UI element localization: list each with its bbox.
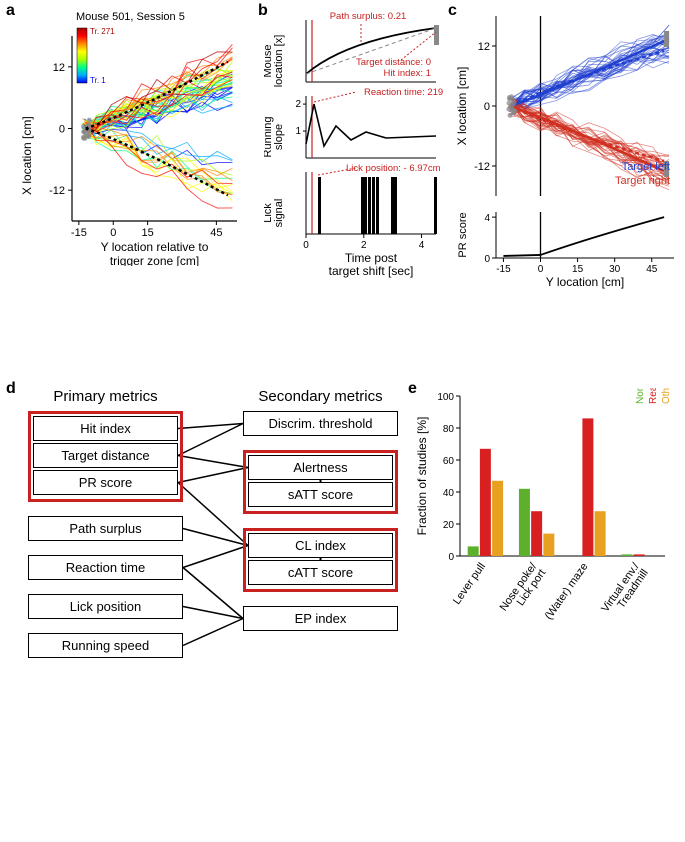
secondary-metric: Discrim. threshold <box>243 411 398 436</box>
svg-text:0: 0 <box>59 124 65 136</box>
svg-text:0: 0 <box>448 552 454 563</box>
svg-text:Mouse 501, Session 5: Mouse 501, Session 5 <box>76 11 185 23</box>
svg-text:Y location [cm]: Y location [cm] <box>546 275 624 289</box>
secondary-metric: Alertness <box>248 455 393 480</box>
svg-text:30: 30 <box>609 264 621 275</box>
svg-text:15: 15 <box>572 264 584 275</box>
svg-text:Reaction time: 219 ms: Reaction time: 219 ms <box>364 87 444 98</box>
svg-text:Runningslope: Runningslope <box>264 117 285 158</box>
panel-c-plot: -12 0 12 Target left Target right X location … <box>452 6 682 306</box>
svg-text:1: 1 <box>295 126 301 137</box>
panel-a-ylabel: X location [cm] <box>20 116 34 195</box>
svg-text:-15: -15 <box>496 264 511 275</box>
svg-text:Hit index: 1: Hit index: 1 <box>383 68 431 79</box>
svg-text:Tr. 1: Tr. 1 <box>90 76 106 85</box>
svg-text:Path surplus: 0.21: Path surplus: 0.21 <box>330 11 407 22</box>
svg-text:0: 0 <box>484 101 490 113</box>
svg-text:Lever pull: Lever pull <box>451 561 488 607</box>
secondary-header: Secondary metrics <box>243 388 398 405</box>
secondary-metric: EP index <box>243 606 398 631</box>
panel-b-plot: 1 2 0 2 4 Mouselocation [x] Runningslope Licksi… <box>264 6 444 286</box>
svg-text:4: 4 <box>484 213 490 224</box>
svg-text:12: 12 <box>478 41 490 53</box>
svg-text:80: 80 <box>443 424 455 435</box>
panel-a-label: a <box>6 2 15 20</box>
secondary-metric: CL index <box>248 533 393 558</box>
svg-text:Other timing metrics: Other timing metrics <box>661 388 672 404</box>
svg-text:Mouselocation [x]: Mouselocation [x] <box>264 35 285 88</box>
svg-text:Licksignal: Licksignal <box>264 199 285 228</box>
primary-header: Primary metrics <box>28 388 183 405</box>
svg-text:PR score: PR score <box>457 212 469 257</box>
svg-text:2: 2 <box>361 240 367 251</box>
svg-text:Fraction of studies [%]: Fraction of studies [%] <box>415 417 429 536</box>
primary-metric: Reaction time <box>28 555 183 580</box>
svg-text:Time posttarget shift [sec]: Time posttarget shift [sec] <box>329 251 414 278</box>
svg-text:0: 0 <box>110 227 116 239</box>
secondary-metric: sATT score <box>248 482 393 507</box>
svg-text:Target left: Target left <box>622 161 670 173</box>
svg-text:Lick position: - 6.97cm: Lick position: - 6.97cm <box>346 163 441 174</box>
panel-a-plot: -15 0 15 45 -12 0 12 Mouse 501, Session 5 Tr. 27… <box>20 6 245 266</box>
svg-text:45: 45 <box>646 264 658 275</box>
svg-text:Non-binary accuracy: Non-binary accuracy <box>635 388 646 404</box>
svg-text:0: 0 <box>484 254 490 265</box>
svg-text:15: 15 <box>142 227 154 239</box>
svg-text:-12: -12 <box>474 161 490 173</box>
svg-text:Y location relative totrigger: Y location relative totrigger zone [cm] <box>101 240 209 266</box>
svg-text:Nose poke/Lick port: Nose poke/Lick port <box>498 560 549 620</box>
secondary-metric: cATT score <box>248 560 393 585</box>
primary-metric: Lick position <box>28 594 183 619</box>
primary-metric: Hit index <box>33 416 178 441</box>
svg-text:-15: -15 <box>71 227 87 239</box>
primary-metric: Target distance <box>33 443 178 468</box>
svg-text:Tr. 271: Tr. 271 <box>90 27 115 36</box>
svg-text:4: 4 <box>419 240 425 251</box>
svg-text:Target right: Target right <box>615 175 670 187</box>
svg-text:Reaction times: Reaction times <box>648 388 659 404</box>
primary-metric: Running speed <box>28 633 183 658</box>
svg-text:40: 40 <box>443 488 455 499</box>
svg-text:0: 0 <box>303 240 309 251</box>
panel-e-chart: 0 20 40 60 80 100 Lever pull Nose poke/Lick por… <box>410 388 682 698</box>
svg-text:12: 12 <box>53 62 65 74</box>
svg-text:45: 45 <box>210 227 222 239</box>
svg-text:60: 60 <box>443 456 455 467</box>
primary-metric: PR score <box>33 470 178 495</box>
svg-text:0: 0 <box>538 264 544 275</box>
svg-text:100: 100 <box>437 392 454 403</box>
primary-metric: Path surplus <box>28 516 183 541</box>
panel-d-label: d <box>6 380 16 398</box>
svg-text:X location [cm]: X location [cm] <box>455 67 469 146</box>
svg-text:20: 20 <box>443 520 455 531</box>
svg-text:2: 2 <box>295 99 301 110</box>
svg-text:-12: -12 <box>49 185 65 197</box>
svg-text:Virtual env./Treadmill: Virtual env./Treadmill <box>599 560 651 621</box>
svg-text:(Water) maze: (Water) maze <box>543 561 591 622</box>
svg-text:Target distance: 0: Target distance: 0 <box>356 57 431 68</box>
